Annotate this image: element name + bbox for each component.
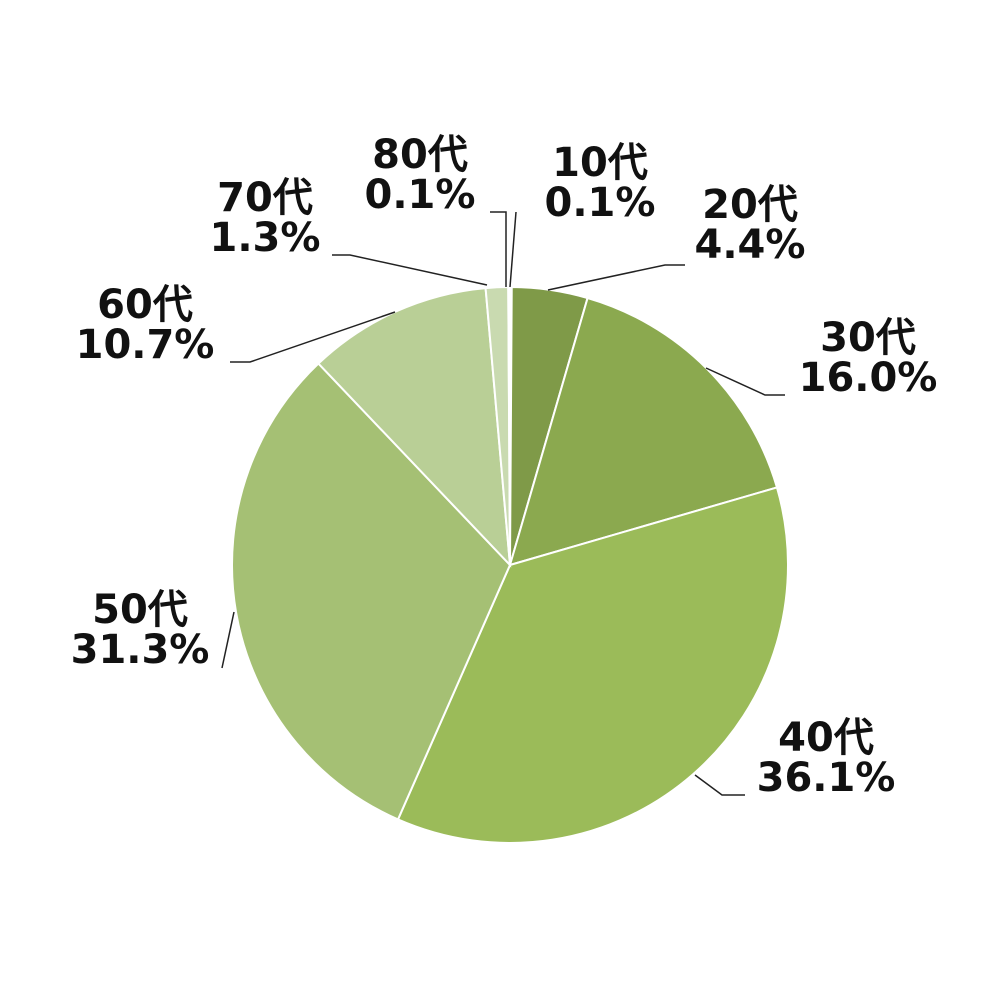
pie-slice (317, 286, 512, 568)
slice-value-label: 31.3% (71, 627, 210, 673)
leader-line (509, 211, 517, 288)
slice-category-label: 80代 (372, 132, 468, 178)
leader-line (230, 311, 396, 363)
slice-value-label: 1.3% (210, 215, 321, 261)
slice-value-label: 0.1% (365, 172, 476, 218)
pie-slice (507, 285, 511, 566)
slice-value-label: 0.1% (545, 180, 656, 226)
leader-line (221, 611, 235, 669)
leader-line (490, 211, 507, 287)
leader-line (332, 254, 488, 286)
slice-value-label: 10.7% (76, 322, 215, 368)
slice-category-label: 30代 (820, 315, 916, 361)
slice-value-label: 36.1% (757, 755, 896, 801)
slice-category-label: 60代 (97, 282, 193, 328)
slice-category-label: 20代 (702, 182, 798, 228)
pie-slice (396, 486, 789, 844)
leader-line (547, 264, 685, 291)
pie-slice (231, 362, 512, 821)
slice-value-label: 4.4% (695, 222, 806, 268)
slice-category-label: 50代 (92, 587, 188, 633)
slice-value-label: 16.0% (799, 355, 938, 401)
leader-line (705, 367, 785, 396)
leader-line (694, 774, 745, 796)
slice-category-label: 70代 (217, 175, 313, 221)
slice-category-label: 40代 (778, 715, 874, 761)
slice-category-label: 10代 (552, 140, 648, 186)
